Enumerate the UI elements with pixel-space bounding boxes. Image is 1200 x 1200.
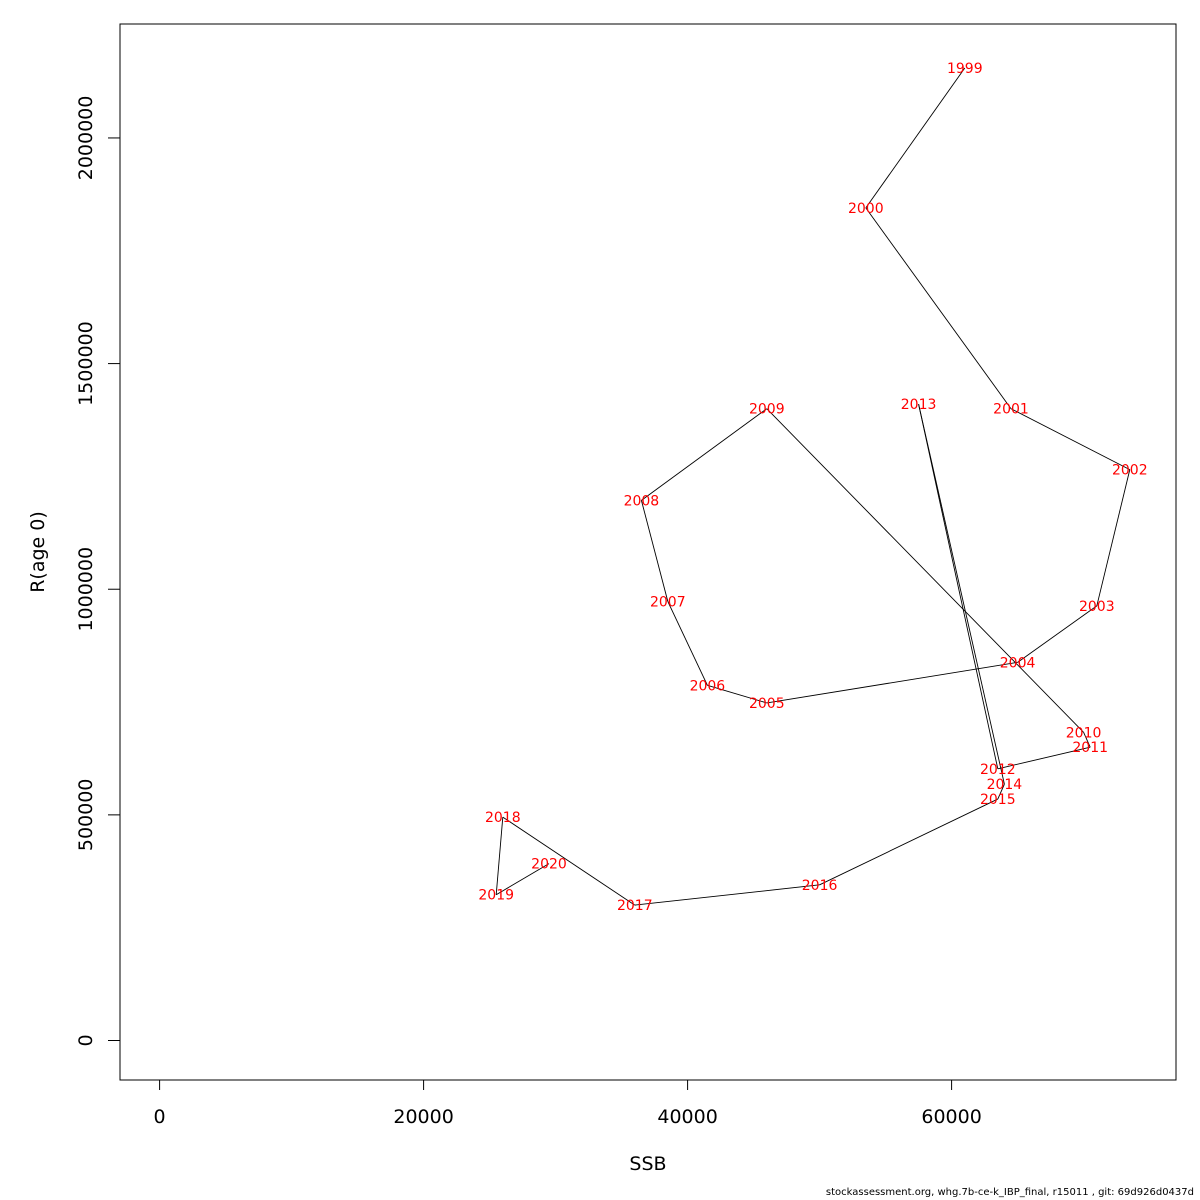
year-label-2001: 2001 [993,402,1029,418]
trajectory-segment [707,684,767,704]
y-tick-label: 0 [75,1034,97,1046]
year-label-1999: 1999 [947,61,983,77]
trajectory-segment [667,601,708,686]
y-axis-title: R(age 0) [27,511,49,593]
x-tick-label: 20000 [393,1106,453,1128]
x-axis-title: SSB [629,1153,666,1175]
trajectory-segment [1010,408,1131,471]
year-label-2000: 2000 [848,201,884,217]
trajectory-lines [495,67,1131,906]
trajectory-segment [819,798,998,886]
year-label-2017: 2017 [617,898,653,914]
plot-frame [119,23,1177,1081]
footer-credit: stockassessment.org, whg.7b-ce-k_IBP_fin… [825,1187,1194,1198]
trajectory-segment [634,884,820,906]
trajectory-segment [495,863,550,896]
year-label-2002: 2002 [1112,463,1148,479]
year-label-2020: 2020 [531,857,567,873]
year-label-2008: 2008 [624,493,660,509]
trajectory-segment [865,67,966,209]
trajectory-segment [1083,732,1091,748]
year-label-2005: 2005 [749,696,785,712]
y-tick-label: 1500000 [75,321,97,406]
axes: 0 20000 40000 60000 0 500000 1000000 1500000 200… [75,96,982,1128]
trajectory-segment [766,408,1084,733]
year-label-2006: 2006 [690,678,726,694]
x-tick-label: 0 [154,1106,166,1128]
trajectory-segment [997,746,1091,770]
trajectory-segment [640,500,669,602]
trajectory-segment [495,817,504,895]
year-label-2014: 2014 [987,777,1023,793]
trajectory-segment [641,408,768,501]
year-label-2003: 2003 [1079,599,1115,615]
year-label-2004: 2004 [1000,655,1036,671]
year-label-2011: 2011 [1072,740,1108,756]
y-tick-label: 1000000 [75,547,97,632]
trajectory-segment [1017,605,1098,663]
year-label-2019: 2019 [478,888,514,904]
year-label-2018: 2018 [485,810,521,826]
trajectory-segment [766,661,1018,704]
trajectory-segment [1096,469,1131,607]
trajectory-segment [502,816,636,906]
year-label-2013: 2013 [901,397,937,413]
year-label-2010: 2010 [1066,725,1102,741]
trajectory-segment [918,404,999,769]
x-tick-label: 60000 [921,1106,981,1128]
trajectory-segment [918,404,1005,785]
y-tick-label: 500000 [75,779,97,852]
year-labels: 1999 2000 2001 2002 2003 2004 2005 2006 2007 2008… [478,61,1147,914]
trajectory-segment [997,784,1005,800]
year-label-2009: 2009 [749,402,785,418]
trajectory-segment [865,207,1012,409]
year-label-2016: 2016 [802,878,838,894]
y-tick-label: 2000000 [75,96,97,181]
year-label-2012: 2012 [980,762,1016,778]
year-label-2015: 2015 [980,792,1016,808]
x-tick-label: 40000 [657,1106,717,1128]
year-label-2007: 2007 [650,594,686,610]
